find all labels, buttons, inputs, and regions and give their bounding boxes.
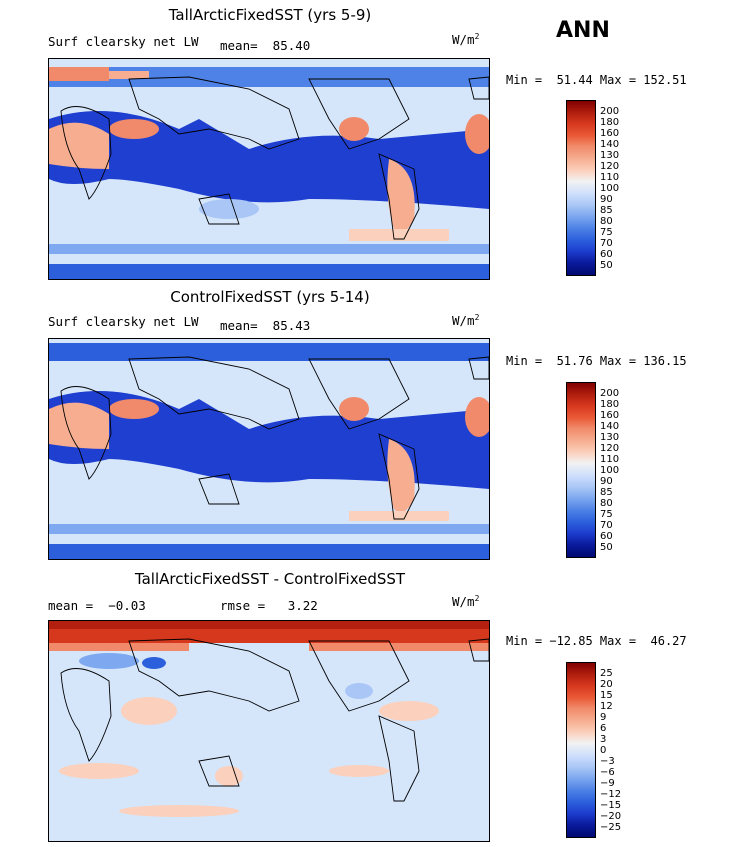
panel1-variable: Surf clearsky net LW bbox=[48, 34, 199, 49]
panel3-tick: 9 bbox=[600, 712, 607, 723]
season-label: ANN bbox=[556, 18, 610, 43]
panel1-tick: 50 bbox=[600, 260, 613, 271]
panel2-tick: 85 bbox=[600, 487, 613, 498]
panel3-tick: −9 bbox=[600, 778, 615, 789]
panel3-minmax: Min = −12.85 Max = 46.27 bbox=[506, 634, 687, 648]
panel1-tick: 200 bbox=[600, 106, 620, 117]
panel3-tick: 6 bbox=[600, 723, 607, 734]
panel2-units: W/m2 bbox=[452, 313, 480, 329]
panel2-tick: 75 bbox=[600, 509, 613, 520]
panel3-title: TallArcticFixedSST - ControlFixedSST bbox=[134, 570, 406, 588]
panel2-tick: 70 bbox=[600, 520, 613, 531]
panel3-tick: 25 bbox=[600, 668, 613, 679]
panel1-tick: 100 bbox=[600, 183, 620, 194]
panel3-rmse: rmse = 3.22 bbox=[220, 598, 318, 613]
panel2-colorbar-fill bbox=[567, 383, 595, 557]
panel2-tick: 160 bbox=[600, 410, 620, 421]
panel2-tick: 130 bbox=[600, 432, 620, 443]
panel1-tick: 180 bbox=[600, 117, 620, 128]
panel2-tick: 140 bbox=[600, 421, 620, 432]
panel3-colorbar-fill bbox=[567, 663, 595, 837]
panel1-map bbox=[48, 58, 490, 280]
panel1-tick: 120 bbox=[600, 161, 620, 172]
panel1-tick: 90 bbox=[600, 194, 613, 205]
panel1-tick: 75 bbox=[600, 227, 613, 238]
panel2-tick: 200 bbox=[600, 388, 620, 399]
panel1-title: TallArcticFixedSST (yrs 5-9) bbox=[168, 6, 372, 24]
panel2-map bbox=[48, 338, 490, 560]
panel1-map-svg bbox=[49, 59, 489, 279]
panel2-map-svg bbox=[49, 339, 489, 559]
panel2-tick: 120 bbox=[600, 443, 620, 454]
panel2-tick: 110 bbox=[600, 454, 620, 465]
panel3-map bbox=[48, 620, 490, 842]
panel1-tick: 80 bbox=[600, 216, 613, 227]
panel1-tick: 140 bbox=[600, 139, 620, 150]
panel2-tick: 100 bbox=[600, 465, 620, 476]
panel1-tick: 110 bbox=[600, 172, 620, 183]
panel3-map-svg bbox=[49, 621, 489, 841]
panel1-tick: 130 bbox=[600, 150, 620, 161]
panel2-variable: Surf clearsky net LW bbox=[48, 314, 199, 329]
panel2-colorbar bbox=[566, 382, 596, 558]
panel3-tick: −12 bbox=[600, 789, 622, 800]
panel1-tick: 85 bbox=[600, 205, 613, 216]
panel1-tick: 160 bbox=[600, 128, 620, 139]
panel2-minmax: Min = 51.76 Max = 136.15 bbox=[506, 354, 687, 368]
panel3-mean: mean = −0.03 bbox=[48, 598, 146, 613]
panel2-tick: 60 bbox=[600, 531, 613, 542]
panel2-tick: 80 bbox=[600, 498, 613, 509]
panel1-minmax: Min = 51.44 Max = 152.51 bbox=[506, 73, 687, 87]
panel2-title: ControlFixedSST (yrs 5-14) bbox=[170, 288, 370, 306]
panel3-tick: 0 bbox=[600, 745, 607, 756]
panel3-tick: −6 bbox=[600, 767, 615, 778]
panel2-mean: mean= 85.43 bbox=[220, 318, 311, 333]
panel3-tick: −20 bbox=[600, 811, 622, 822]
panel3-tick: −15 bbox=[600, 800, 622, 811]
panel2-tick: 180 bbox=[600, 399, 620, 410]
panel3-tick: 12 bbox=[600, 701, 613, 712]
panel3-tick: −3 bbox=[600, 756, 615, 767]
panel1-mean: mean= 85.40 bbox=[220, 38, 311, 53]
panel1-colorbar-fill bbox=[567, 101, 595, 275]
panel3-tick: 15 bbox=[600, 690, 613, 701]
panel1-tick: 70 bbox=[600, 238, 613, 249]
panel3-tick: 3 bbox=[600, 734, 607, 745]
panel2-tick: 50 bbox=[600, 542, 613, 553]
panel3-tick: −25 bbox=[600, 822, 622, 833]
panel1-colorbar bbox=[566, 100, 596, 276]
panel1-units: W/m2 bbox=[452, 32, 480, 48]
panel3-colorbar bbox=[566, 662, 596, 838]
panel1-tick: 60 bbox=[600, 249, 613, 260]
panel2-tick: 90 bbox=[600, 476, 613, 487]
panel3-tick: 20 bbox=[600, 679, 613, 690]
panel3-units: W/m2 bbox=[452, 594, 480, 610]
